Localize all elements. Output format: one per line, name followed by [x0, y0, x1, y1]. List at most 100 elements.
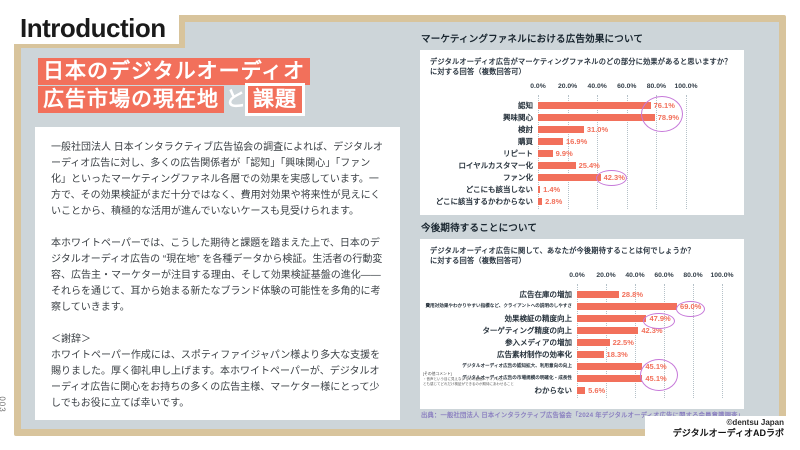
bar-area: 18.3% [577, 350, 722, 359]
chart-row: デジタルオーディオ広告の認知拡大、利用意向の向上 45.1% [420, 360, 744, 372]
chart-row: 検討 31.0% [420, 123, 744, 135]
axis-tick-label: 20.0% [596, 272, 616, 279]
chart-x-axis: 0.0% 20.0% 40.0% 60.0% 80.0% 100.0% [530, 83, 697, 93]
bar [538, 173, 601, 181]
bar-area: 76.1% [538, 101, 686, 110]
axis-tick-label: 0.0% [569, 272, 585, 279]
headline-line2-highlight: 広告市場の現在地 [38, 86, 224, 113]
chart-row: 広告素材制作の効率化 18.3% [420, 348, 744, 360]
bar [538, 149, 553, 157]
chart-row: 参入メディアの増加 22.5% [420, 336, 744, 348]
value-label: 45.1% [645, 373, 667, 383]
bar-area: 45.1% [577, 374, 722, 383]
category-label: どこにも該当しない [465, 184, 533, 194]
bar [538, 101, 651, 109]
axis-tick-label: 60.0% [654, 272, 674, 279]
chart-subtitle: デジタルオーディオ広告に関して、あなたが今後期待することは何でしょうか？ に対す… [430, 246, 695, 265]
chart-rows: 広告在庫の増加 28.8% 費用対効果やわかりやすい指標など、クライアントへの説明の… [420, 288, 744, 396]
chart-section-funnel: マーケティングファネルにおける広告効果について デジタルオーディオ広告がマーケテ… [420, 31, 744, 215]
category-label: 購買 [518, 136, 533, 146]
bar-area: 31.0% [538, 125, 686, 134]
headline-line2: 広告市場の現在地と課題 [38, 86, 310, 114]
axis-tick-label: 20.0% [557, 83, 578, 90]
headline-line2-emphasis: 課題 [248, 86, 302, 113]
value-label: 9.9% [555, 148, 573, 158]
chart-row: どこに該当するかわからない 2.8% [420, 195, 744, 207]
chart-rows: 認知 76.1% 興味関心 78.9% 検討 31.0% 購買 16.9% リピート 9.9% ロイ… [420, 99, 744, 207]
bar [577, 338, 610, 346]
category-label: 興味関心 [503, 112, 533, 122]
value-label: 78.9% [657, 112, 680, 122]
gridline [567, 95, 569, 209]
credit-lab: デジタルオーディオADラボ [672, 428, 784, 438]
bar-area: 42.3% [538, 173, 686, 182]
chart-row: 効果検証の精度向上 47.9% [420, 312, 744, 324]
axis-tick-label: 60.0% [617, 83, 637, 90]
value-label: 22.5% [612, 337, 634, 347]
bar-area: 78.9% [538, 113, 686, 122]
bar [538, 137, 563, 145]
chart-title: マーケティングファネルにおける広告効果について [421, 34, 644, 45]
bar-area: 5.6% [577, 386, 722, 395]
value-label: 69.0% [680, 301, 702, 311]
funnel-effect-chart: デジタルオーディオ広告がマーケティングファネルのどの部分に効果があると思いますか… [420, 50, 744, 215]
acknowledgement-title: ＜謝辞＞ [51, 334, 91, 345]
value-label: 2.8% [545, 196, 563, 206]
chart-row: 購買 16.9% [420, 135, 744, 147]
category-label: 費用対効果やわかりやすい指標など、クライアントへの説明のしやすさ [425, 303, 572, 308]
bar [538, 125, 584, 133]
bar [538, 113, 655, 121]
chart-row: デジタルオーディオ広告の市場規模の明確化・成長性 45.1% [420, 372, 744, 384]
bar [538, 161, 576, 169]
category-label: ロイヤルカスタマー化 [458, 160, 533, 170]
category-label: 参入メディアの増加 [505, 337, 572, 347]
headline: 日本のデジタルオーディオ 広告市場の現在地と課題 [38, 58, 311, 114]
body-paragraph-3: ホワイトペーパー作成には、スポティファイジャパン様より多大な支援を賜りました。厚… [51, 350, 381, 409]
value-label: 76.1% [653, 100, 675, 110]
bar-area: 45.1% [577, 362, 722, 371]
chart-row: 費用対効果やわかりやすい指標など、クライアントへの説明のしやすさ 69.0% [420, 300, 744, 312]
category-label: リピート [503, 148, 533, 158]
value-label: 16.9% [566, 136, 588, 146]
axis-tick-label: 0.0% [530, 83, 546, 90]
bar [577, 350, 604, 358]
axis-tick-label: 40.0% [625, 272, 645, 279]
value-label: 1.4% [543, 184, 561, 194]
category-label: 広告在庫の増加 [519, 289, 573, 299]
gridline [635, 284, 636, 398]
section-title: Introduction [20, 12, 166, 43]
credit-box: ©dentsu Japan デジタルオーディオADラボ [645, 416, 790, 439]
chart-row: 認知 76.1% [420, 99, 744, 111]
bar [577, 314, 647, 322]
bar [577, 386, 586, 394]
category-label: わからない [534, 385, 573, 395]
bar-area: 16.9% [538, 137, 686, 146]
value-label: 42.3% [603, 172, 625, 182]
gridline [597, 95, 599, 209]
value-label: 47.9% [649, 313, 671, 323]
bar-area: 22.5% [577, 338, 722, 347]
axis-tick-label: 80.0% [646, 83, 667, 90]
bar-area: 47.9% [577, 314, 722, 323]
category-label: ファン化 [503, 172, 533, 182]
axis-tick-label: 40.0% [587, 83, 607, 90]
bar-area: 28.8% [577, 290, 722, 299]
value-label: 18.3% [606, 349, 628, 359]
future-expectation-chart: デジタルオーディオ広告に関して、あなたが今後期待することは何でしょうか？ に対す… [420, 239, 744, 409]
chart-section-expectations: 今後期待することについて デジタルオーディオ広告に関して、あなたが今後期待するこ… [420, 220, 744, 409]
bar [577, 302, 678, 310]
chart-subtitle: デジタルオーディオ広告がマーケティングファネルのどの部分に効果があると思いますか… [430, 57, 732, 76]
body-text-box: 一般社団法人 日本インタラクティブ広告協会の調査によれば、デジタルオーディオ広告… [35, 127, 400, 420]
axis-tick-label: 80.0% [683, 272, 703, 279]
gridline [656, 95, 658, 209]
value-label: 31.0% [586, 124, 609, 134]
bar [577, 290, 619, 298]
gridline [664, 284, 665, 398]
other-comments-note: [その他コメント] ・音声という目に見えないものの動画メディア以上 とも感じてど… [423, 372, 514, 386]
chart-x-axis: 0.0% 20.0% 40.0% 60.0% 80.0% 100.0% [569, 272, 733, 282]
bar-area: 25.4% [538, 161, 686, 170]
chart-row: 広告在庫の増加 28.8% [420, 288, 744, 300]
bar [577, 374, 643, 382]
value-label: 28.8% [621, 289, 644, 299]
gridline [693, 284, 694, 398]
